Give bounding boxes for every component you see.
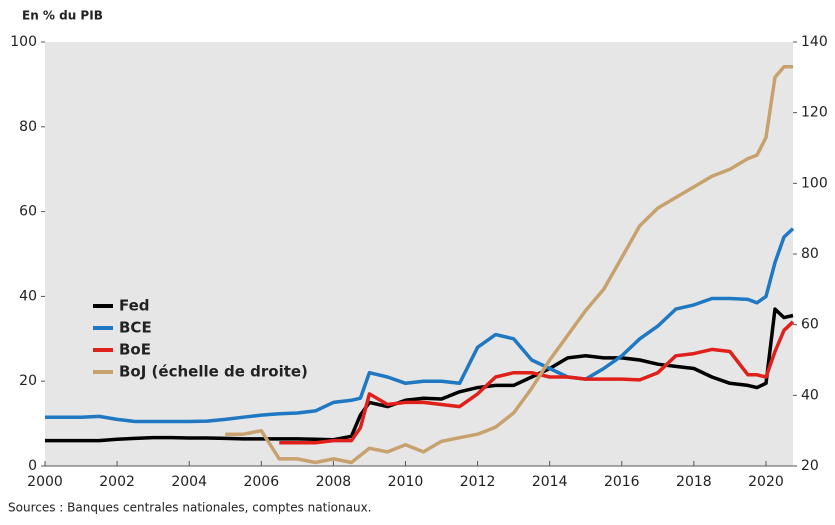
x-tick-label: 2018 [676,474,712,490]
series-line [225,64,793,465]
legend-label: BoE [119,341,151,359]
series-line [45,307,794,443]
x-tick-label: 2016 [604,474,640,490]
y2-tick-label: 120 [801,105,828,121]
legend-label: Fed [119,297,150,315]
y-tick-label: 80 [19,119,37,135]
x-tick-label: 2020 [748,474,784,490]
series-line [279,320,795,445]
source-note: Sources : Banques centrales nationales, … [8,501,371,515]
plot-background [45,42,793,466]
y2-tick-label: 140 [801,34,828,50]
legend-label: BCE [119,319,152,337]
x-tick-label: 2004 [171,474,207,490]
x-tick-label: 2014 [532,474,568,490]
y-axis-title: En % du PIB [22,9,103,23]
y2-tick-label: 20 [801,458,819,474]
y-tick-label: 40 [19,288,37,304]
y2-tick-label: 40 [801,387,819,403]
y2-tick-label: 100 [801,175,828,191]
legend-label: BoJ (échelle de droite) [119,363,308,381]
x-tick-label: 2002 [99,474,135,490]
y2-tick-label: 80 [801,246,819,262]
y-tick-label: 100 [10,34,37,50]
legend: Fed BCE BoE BoJ (échelle de droite) [93,297,308,381]
x-tick-label: 2000 [27,474,63,490]
y-tick-label: 20 [19,373,37,389]
y-tick-label: 60 [19,204,37,220]
y2-tick-label: 60 [801,317,819,333]
x-tick-label: 2012 [460,474,496,490]
x-tick-label: 2010 [388,474,424,490]
y-tick-label: 0 [28,458,37,474]
series-line [45,227,795,424]
x-tick-label: 2008 [316,474,352,490]
x-tick-label: 2006 [243,474,279,490]
